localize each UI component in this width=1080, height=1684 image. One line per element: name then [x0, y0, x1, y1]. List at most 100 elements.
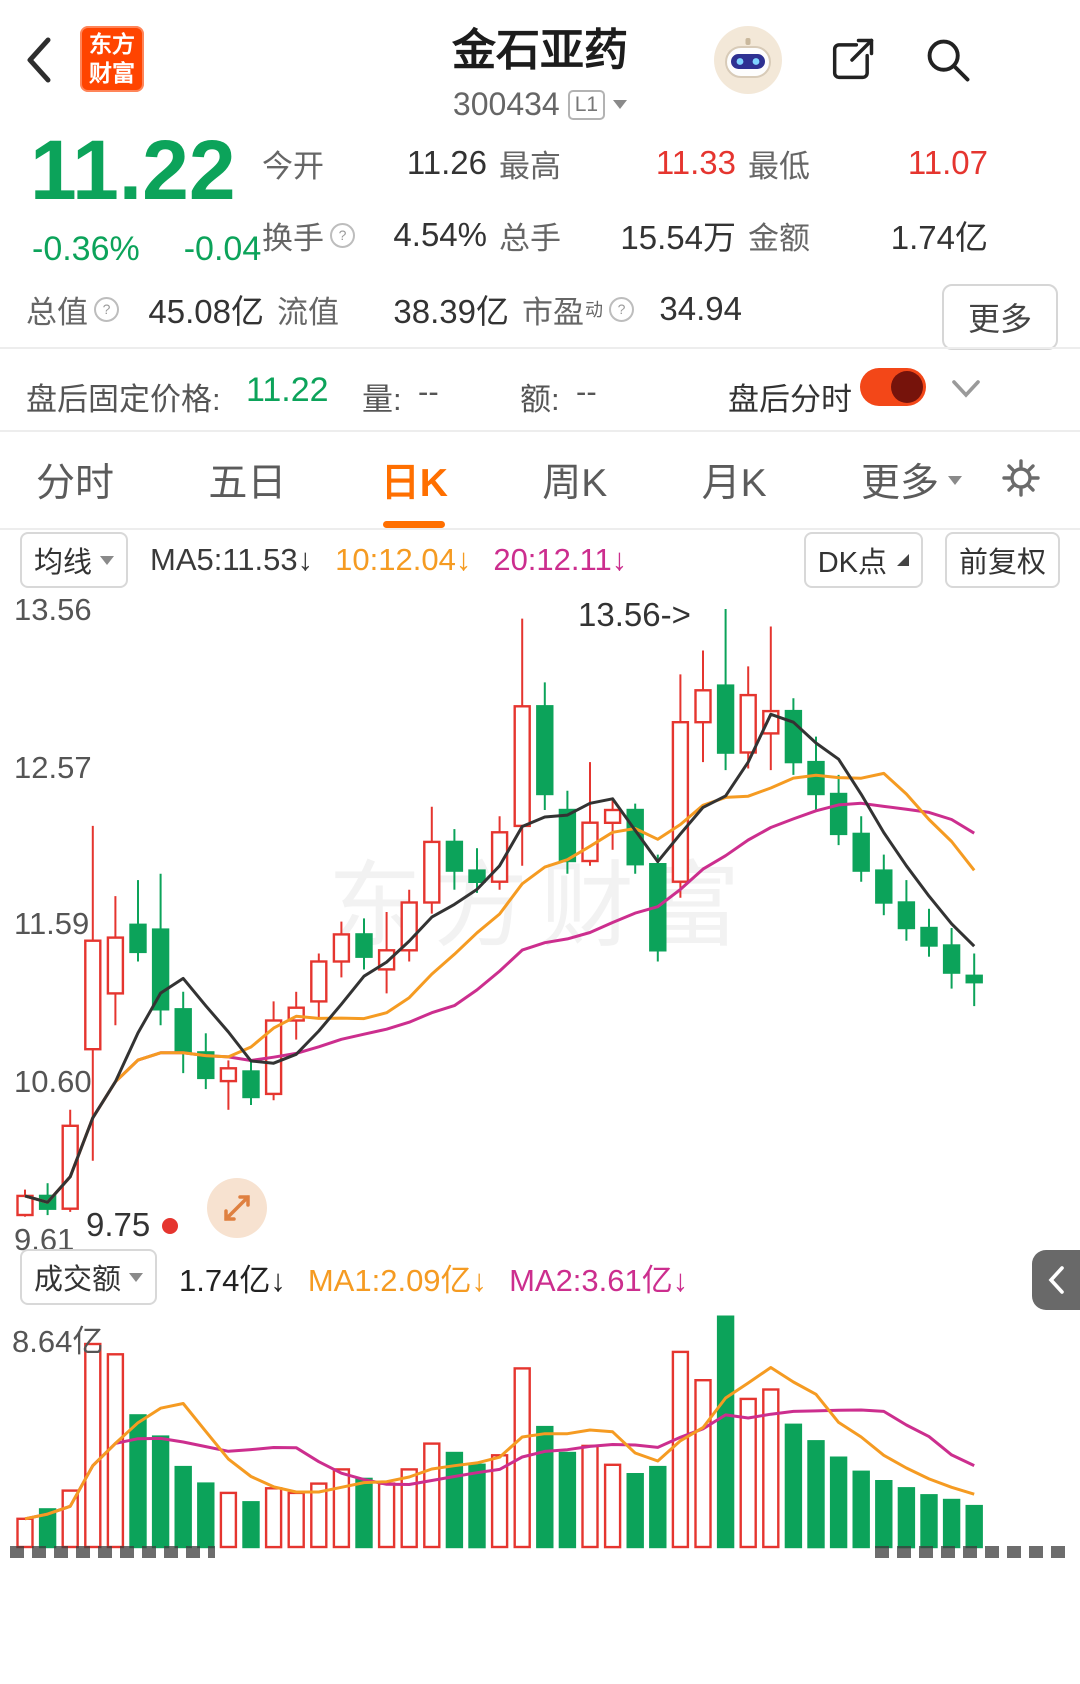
stat-label: 金额: [748, 220, 810, 256]
adjust-mode-button[interactable]: 前复权: [944, 532, 1060, 588]
candle: [84, 939, 102, 1051]
afterhours-volume-label: 量:: [362, 382, 402, 417]
volume-bar: [332, 1468, 351, 1549]
afterhours-toggle-label: 盘后分时: [728, 382, 852, 417]
x-axis-date-left-clipped: [10, 1546, 215, 1558]
candle: [513, 705, 531, 828]
more-stats-button[interactable]: 更多: [941, 284, 1058, 350]
price-change-row: -0.36% -0.04: [32, 230, 261, 269]
chart-settings-button[interactable]: [998, 455, 1044, 506]
candle: [355, 933, 373, 958]
y-axis-label: 10.60: [14, 1064, 92, 1099]
stat-label: 今开: [262, 148, 324, 184]
candle: [965, 974, 983, 984]
search-button[interactable]: [912, 24, 984, 96]
afterhours-toggle[interactable]: [860, 368, 926, 406]
collapse-panel-button[interactable]: [1032, 1250, 1080, 1310]
stat-流值: 流值 38.39亿: [277, 288, 509, 330]
candle: [671, 720, 690, 883]
watermark: 东方财富: [328, 853, 752, 958]
ma-selector-chip[interactable]: 均线: [20, 532, 129, 588]
stat-value: 1.74亿: [890, 219, 988, 256]
candle: [468, 869, 486, 884]
candle: [920, 926, 938, 947]
afterhours-bar: 盘后固定价格: 11.22 量: -- 额: -- 盘后分时: [0, 350, 1080, 430]
volume-legend: 成交额 1.74亿↓ MA1:2.09亿↓ MA2:3.61亿↓: [0, 1249, 1080, 1305]
volume-chart[interactable]: 8.64亿: [0, 1302, 1080, 1557]
afterhours-amount-value: --: [576, 374, 597, 409]
kline-chart[interactable]: 东方财富 13.56 12.57 11.59 10.60 9.61 13.56-> 9.75: [0, 586, 1080, 1251]
stock-code-row[interactable]: 300434 L1: [452, 86, 628, 123]
volume-bar: [965, 1504, 983, 1549]
tab-月K[interactable]: 月K: [701, 462, 767, 505]
stat-label: 市盈动?: [522, 287, 634, 332]
high-annotation: 13.56->: [578, 596, 691, 633]
volume-bar: [694, 1378, 712, 1549]
tab-五日[interactable]: 五日: [208, 462, 287, 505]
volume-indicator-selector[interactable]: 成交额: [20, 1249, 158, 1305]
tab-更多[interactable]: 更多: [861, 452, 962, 508]
info-icon[interactable]: ?: [609, 296, 634, 322]
stat-换手: 换手? 4.54%: [262, 214, 487, 256]
search-icon: [927, 39, 970, 82]
volume-bar: [423, 1442, 441, 1549]
candle: [445, 840, 464, 872]
info-icon[interactable]: ?: [94, 296, 119, 322]
back-button[interactable]: [16, 30, 64, 90]
volume-bar: [264, 1487, 283, 1549]
tab-周K[interactable]: 周K: [542, 462, 608, 505]
candle: [61, 1124, 79, 1210]
volume-ma2-value: MA2:3.61亿↓: [509, 1262, 689, 1298]
quote-stats-grid: 今开 11.26 最高 11.33 最低 11.07 换手? 4.54% 总手 15.54万 金额 1…: [262, 142, 988, 256]
volume-bar: [129, 1414, 147, 1549]
app-logo[interactable]: 东方 财富: [80, 26, 144, 92]
volume-bar: [174, 1465, 192, 1549]
stat-value: 38.39亿: [393, 293, 509, 330]
share-icon: [832, 38, 874, 80]
x-axis-date-right-clipped: [875, 1546, 1070, 1558]
volume-bars-group[interactable]: [16, 1315, 983, 1549]
volume-bar: [400, 1468, 418, 1549]
candle: [852, 832, 870, 872]
dk-point-button[interactable]: DK点: [803, 532, 923, 588]
low-marker-dot: [162, 1218, 178, 1234]
divider: [0, 528, 1080, 530]
stat-总值: 总值? 45.08亿: [26, 288, 264, 330]
stat-最高: 最高 11.33: [499, 142, 736, 184]
tab-日K[interactable]: 日K: [381, 452, 448, 508]
stat-label: 总值?: [26, 287, 119, 332]
candle: [558, 808, 577, 863]
volume-bar: [784, 1423, 803, 1549]
stat-label: 流值: [277, 294, 339, 330]
code-dropdown-icon: [613, 100, 628, 109]
assistant-avatar-button[interactable]: [712, 24, 784, 96]
share-button[interactable]: [816, 24, 888, 96]
candle: [807, 760, 825, 796]
quote-stats-bottom-row: 总值? 45.08亿 流值 38.39亿 市盈动? 34.94: [26, 288, 742, 330]
afterhours-volume-value: --: [418, 374, 439, 409]
stat-value: 45.08亿: [148, 293, 264, 330]
kline-legend: 均线 MA5:11.53↓ 10:12.04↓ 20:12.11↓ DK点 前复…: [0, 532, 1080, 588]
kline-chart-pane[interactable]: 东方财富 13.56 12.57 11.59 10.60 9.61 13.56-> 9.75: [0, 586, 1080, 1251]
afterhours-label: 盘后固定价格:: [26, 382, 221, 417]
volume-bar: [897, 1487, 916, 1549]
stat-今开: 今开 11.26: [262, 142, 487, 184]
stat-value: 11.26: [406, 144, 487, 181]
candle: [423, 840, 441, 904]
current-price: 11.22: [30, 123, 236, 217]
info-icon[interactable]: ?: [330, 222, 355, 248]
tab-分时[interactable]: 分时: [36, 462, 115, 505]
volume-bar: [739, 1397, 757, 1549]
candles-group[interactable]: [16, 609, 983, 1217]
volume-bar: [603, 1463, 622, 1549]
afterhours-expand-icon[interactable]: [946, 376, 986, 407]
fullscreen-button[interactable]: [207, 1178, 267, 1238]
volume-chart-pane[interactable]: 8.64亿: [0, 1302, 1080, 1557]
stat-value: 4.54%: [393, 216, 487, 253]
candle: [603, 808, 622, 825]
volume-bar: [581, 1444, 599, 1549]
y-axis-label: 12.57: [14, 750, 92, 785]
volume-bar: [536, 1425, 554, 1549]
candle: [829, 792, 848, 836]
